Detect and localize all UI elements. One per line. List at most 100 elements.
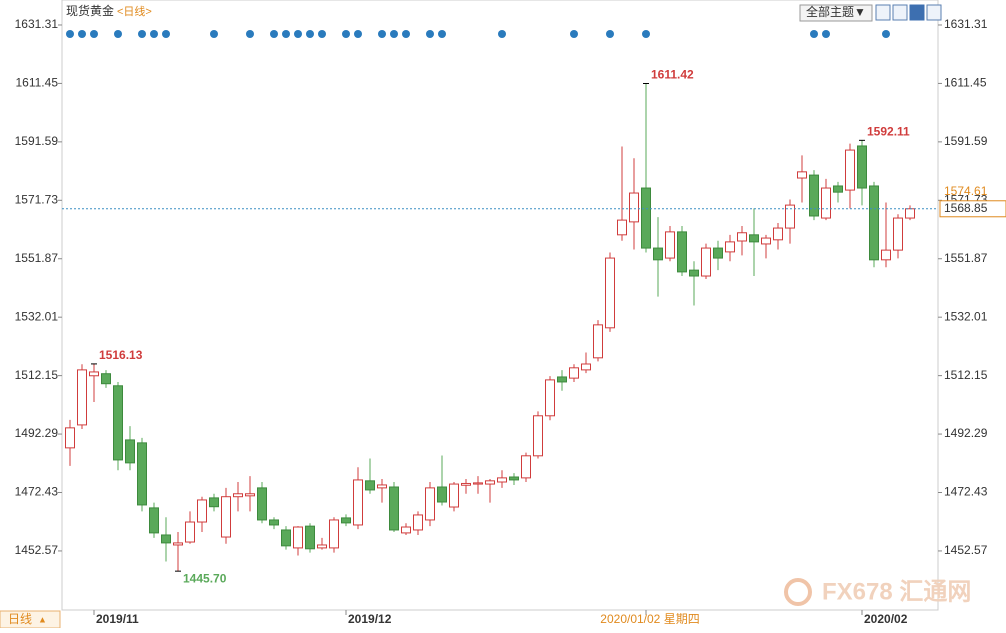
candle-body — [449, 483, 459, 508]
event-dot — [210, 30, 218, 38]
candle-body — [581, 363, 591, 371]
candle-body — [197, 499, 207, 523]
event-dot — [822, 30, 830, 38]
candle-body — [101, 373, 111, 385]
event-dot — [306, 30, 314, 38]
candle-body — [161, 534, 171, 544]
candle-body — [785, 204, 795, 229]
y-tick-label: 1472.43 — [15, 485, 59, 499]
event-dot — [402, 30, 410, 38]
event-dot — [270, 30, 278, 38]
candle-body — [317, 544, 327, 549]
crosshair-price: 1574.61 — [944, 184, 988, 198]
event-dot — [90, 30, 98, 38]
event-dot — [438, 30, 446, 38]
candle-body — [173, 542, 183, 546]
candle-body — [725, 241, 735, 253]
event-dot — [246, 30, 254, 38]
event-dot — [162, 30, 170, 38]
candle-body — [713, 247, 723, 259]
candle-body — [677, 231, 687, 273]
watermark-logo — [784, 578, 812, 606]
candle-body — [545, 379, 555, 417]
candle-body — [149, 507, 159, 534]
x-tick-label: 2019/11 — [96, 612, 139, 626]
y-tick-label: 1551.87 — [15, 251, 59, 265]
y-tick-label: 1532.01 — [15, 309, 59, 323]
event-dot — [78, 30, 86, 38]
y-tick-label: 1532.01 — [944, 309, 988, 323]
theme-button[interactable]: 全部主题▼ — [806, 4, 866, 19]
event-dot — [810, 30, 818, 38]
y-tick-label: 1492.29 — [15, 426, 59, 440]
candle-body — [293, 526, 303, 549]
candle-body — [509, 476, 519, 481]
event-dot — [882, 30, 890, 38]
x-tick-label: 2020/01/02 星期四 — [600, 612, 699, 626]
y-tick-label: 1631.31 — [15, 17, 59, 31]
candle-body — [617, 219, 627, 236]
event-dot — [378, 30, 386, 38]
candle-body — [113, 385, 123, 461]
y-tick-label: 1512.15 — [15, 368, 59, 382]
y-tick-label: 1591.59 — [944, 134, 988, 148]
last-price-label: 1568.85 — [944, 201, 988, 215]
x-tick-label: 2019/12 — [348, 612, 392, 626]
y-tick-label: 1591.59 — [15, 134, 59, 148]
event-dot — [66, 30, 74, 38]
event-dot — [354, 30, 362, 38]
x-tick-label: 2020/02 — [864, 612, 908, 626]
event-dot — [570, 30, 578, 38]
candle-body — [125, 439, 135, 464]
candle-body — [401, 526, 411, 534]
candle-body — [689, 269, 699, 277]
toolbar-icons[interactable] — [875, 4, 942, 21]
last-price-box — [939, 200, 1006, 218]
candle-body — [857, 145, 867, 189]
plot-frame — [61, 0, 939, 611]
footer-period[interactable]: 日线 — [8, 612, 32, 626]
candle-body — [185, 521, 195, 543]
annotation-label: 1611.42 — [651, 68, 694, 82]
y-tick-label: 1512.15 — [944, 368, 988, 382]
candle-body — [425, 487, 435, 521]
event-dot — [138, 30, 146, 38]
annotation-label: 1516.13 — [99, 348, 143, 362]
candle-body — [737, 232, 747, 242]
candle-body — [245, 493, 255, 497]
event-dot — [318, 30, 326, 38]
candle-body — [641, 187, 651, 249]
event-dot — [282, 30, 290, 38]
candle-body — [557, 376, 567, 383]
candle-body — [833, 185, 843, 193]
annotation-label: 1592.11 — [867, 125, 910, 139]
event-dot — [294, 30, 302, 38]
chart-title: 现货黄金 — [66, 3, 114, 18]
event-dot — [426, 30, 434, 38]
candle-body — [497, 477, 507, 483]
candle-body — [485, 480, 495, 485]
candle-body — [881, 249, 891, 261]
event-dot — [498, 30, 506, 38]
y-tick-label: 1472.43 — [944, 485, 988, 499]
theme-button-box[interactable] — [799, 4, 873, 22]
footer-arrow[interactable]: ▲ — [38, 614, 47, 624]
candle-body — [413, 514, 423, 531]
candle-body — [365, 480, 375, 491]
candle-body — [605, 257, 615, 329]
candle-body — [89, 371, 99, 377]
event-dot — [390, 30, 398, 38]
y-tick-label: 1452.57 — [15, 543, 59, 557]
candle-body — [533, 415, 543, 457]
annotation-label: 1445.70 — [183, 571, 227, 585]
y-tick-label: 1551.87 — [944, 251, 988, 265]
event-dot — [114, 30, 122, 38]
candle-body — [821, 187, 831, 219]
y-tick-label: 1611.45 — [16, 76, 59, 90]
candle-body — [761, 237, 771, 245]
period-label[interactable]: <日线> — [117, 4, 152, 18]
candle-body — [209, 497, 219, 508]
candle-body — [353, 479, 363, 526]
